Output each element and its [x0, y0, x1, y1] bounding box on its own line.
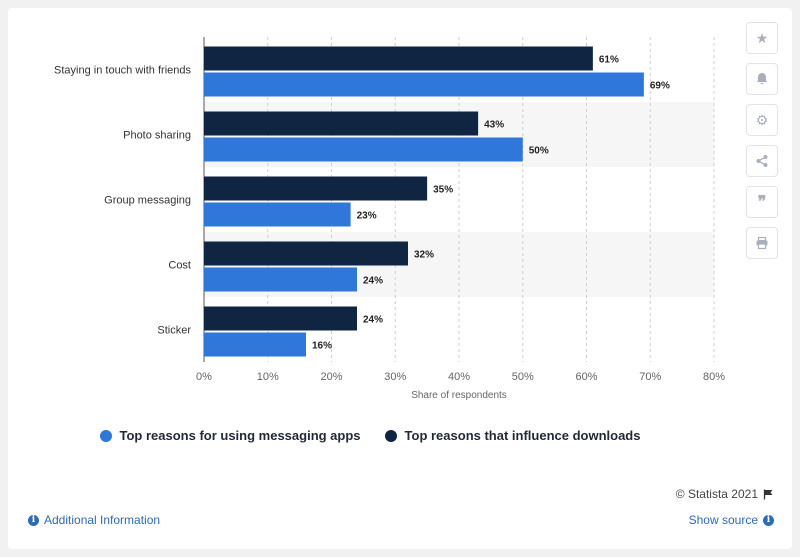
- bar: [204, 241, 408, 266]
- data-label: 43%: [484, 120, 504, 131]
- category-label: Cost: [168, 260, 191, 272]
- x-tick-label: 60%: [575, 371, 597, 383]
- x-tick-label: 20%: [320, 371, 342, 383]
- gear-icon[interactable]: ⚙: [746, 104, 778, 136]
- data-label: 35%: [433, 185, 453, 196]
- bar: [204, 137, 523, 162]
- x-tick-label: 30%: [384, 371, 406, 383]
- legend-item-downloads[interactable]: Top reasons that influence downloads: [384, 428, 641, 443]
- additional-information-link[interactable]: i Additional Information: [28, 513, 160, 527]
- bar: [204, 306, 357, 331]
- print-icon[interactable]: [746, 227, 778, 259]
- bar: [204, 332, 306, 357]
- data-label: 50%: [529, 146, 549, 157]
- x-tick-label: 50%: [512, 371, 534, 383]
- legend-label: Top reasons that influence downloads: [404, 428, 641, 443]
- data-label: 24%: [363, 276, 383, 287]
- info-icon: i: [28, 514, 39, 526]
- x-tick-label: 70%: [639, 371, 661, 383]
- print-glyph: [756, 236, 768, 250]
- star-icon[interactable]: ★: [746, 22, 778, 54]
- credit-text: © Statista 2021: [675, 487, 758, 501]
- quote-icon[interactable]: ❞: [746, 186, 778, 218]
- share-glyph: [756, 155, 768, 167]
- show-source-link[interactable]: Show source i: [689, 513, 774, 527]
- x-tick-label: 80%: [703, 371, 725, 383]
- share-icon[interactable]: [746, 145, 778, 177]
- category-label: Group messaging: [104, 195, 191, 207]
- bars: [204, 46, 644, 357]
- data-label: 16%: [312, 341, 332, 352]
- labels: 0% 10% 20% 30% 40% 50% 60% 70% 80% Staying in tou…: [54, 55, 725, 384]
- x-axis-title: Share of respondents: [411, 390, 507, 401]
- legend-dot: [384, 429, 397, 442]
- bar: [204, 202, 351, 227]
- flag-icon: [763, 489, 773, 499]
- legend-item-using[interactable]: Top reasons for using messaging apps: [99, 428, 361, 443]
- bar: [204, 111, 479, 136]
- data-label: 69%: [650, 81, 670, 92]
- bar: [204, 46, 593, 71]
- legend-dot: [99, 429, 112, 442]
- data-label: 24%: [363, 315, 383, 326]
- x-tick-label: 0%: [196, 371, 212, 383]
- legend: Top reasons for using messaging apps Top…: [0, 428, 740, 443]
- legend-label: Top reasons for using messaging apps: [119, 428, 361, 443]
- statista-credit[interactable]: © Statista 2021: [676, 487, 774, 501]
- info-icon: i: [763, 514, 774, 526]
- show-source-label: Show source: [688, 513, 758, 527]
- bar: [204, 267, 357, 292]
- data-label: 23%: [357, 211, 377, 222]
- bell-glyph: [756, 73, 768, 85]
- category-label: Sticker: [157, 325, 191, 337]
- x-tick-label: 40%: [448, 371, 470, 383]
- x-tick-label: 10%: [257, 371, 279, 383]
- category-label: Photo sharing: [123, 130, 191, 142]
- bar: [204, 72, 644, 97]
- data-label: 61%: [599, 55, 619, 66]
- bell-icon[interactable]: [746, 63, 778, 95]
- category-label: Staying in touch with friends: [54, 65, 191, 77]
- additional-information-label: Additional Information: [44, 513, 161, 527]
- data-label: 32%: [414, 250, 434, 261]
- bar: [204, 176, 428, 201]
